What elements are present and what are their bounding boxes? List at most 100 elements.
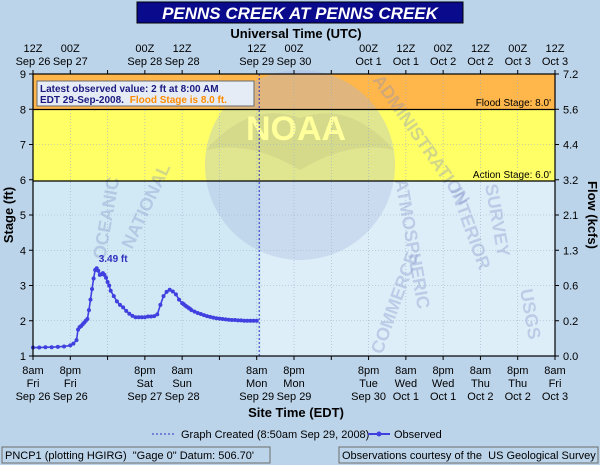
- observed-point: [136, 315, 141, 320]
- observed-point: [55, 344, 60, 349]
- observed-point: [133, 315, 138, 320]
- bottom-tick-label: Sep 26: [16, 391, 51, 403]
- top-tick-label: 00Z: [508, 43, 527, 55]
- bottom-tick-label: 8am: [22, 365, 43, 377]
- top-tick-label: Sep 26: [16, 56, 51, 68]
- observed-point: [239, 318, 244, 323]
- footer-right-text: Observations courtesy of the US Geologic…: [342, 450, 596, 462]
- observed-point: [173, 292, 178, 297]
- y2-tick-label: 0.0: [563, 351, 578, 363]
- info-line2-prefix: EDT 29-Sep-2008.: [40, 95, 124, 106]
- bottom-tick-label: Thu: [508, 378, 527, 390]
- bottom-tick-label: Oct 3: [542, 391, 568, 403]
- y-tick-label: 1: [20, 351, 26, 363]
- observed-point: [211, 315, 216, 320]
- y-tick-label: 4: [20, 245, 26, 257]
- y2-axis-title: Flow (kcfs): [585, 181, 600, 249]
- top-tick-label: 00Z: [285, 43, 304, 55]
- footer-left-text: PNCP1 (plotting HGIRG) "Gage 0" Datum: 5…: [5, 450, 254, 462]
- observed-point: [152, 314, 157, 319]
- bottom-tick-label: Fri: [27, 378, 40, 390]
- y-tick-label: 5: [20, 210, 26, 222]
- legend-observed-marker: [376, 431, 382, 437]
- bottom-tick-label: Mon: [283, 378, 304, 390]
- y-tick-label: 3: [20, 281, 26, 293]
- bottom-tick-label: 8pm: [358, 365, 379, 377]
- top-tick-label: Sep 29: [239, 56, 274, 68]
- bottom-axis-title: Site Time (EDT): [248, 405, 344, 420]
- observed-point: [130, 313, 135, 318]
- bottom-tick-label: 8pm: [507, 365, 528, 377]
- observed-point: [124, 308, 129, 313]
- observed-point: [142, 315, 147, 320]
- bottom-tick-label: 8am: [544, 365, 565, 377]
- y2-tick-label: 7.2: [563, 69, 578, 81]
- bottom-tick-label: Wed: [432, 378, 454, 390]
- gridlines: [33, 74, 555, 356]
- y2-tick-label: 2.1: [563, 210, 578, 222]
- flood-stage-label: Flood Stage: 8.0': [476, 98, 551, 109]
- observed-point: [192, 309, 197, 314]
- bottom-tick-label: 8am: [171, 365, 192, 377]
- observed-point: [86, 308, 91, 313]
- observed-point: [71, 341, 76, 346]
- top-tick-label: Oct 3: [505, 56, 531, 68]
- top-tick-label: Sep 28: [165, 56, 200, 68]
- bottom-tick-label: Oct 2: [467, 391, 493, 403]
- observed-point: [139, 315, 144, 320]
- info-line2: EDT 29-Sep-2008. Flood Stage is 8.0 ft.: [40, 95, 227, 106]
- observed-point: [189, 308, 194, 313]
- top-tick-label: Oct 1: [393, 56, 419, 68]
- flood-band: [33, 109, 555, 181]
- top-tick-label: 00Z: [135, 43, 154, 55]
- y-tick-label: 7: [20, 140, 26, 152]
- observed-point: [121, 305, 126, 310]
- observed-point: [107, 283, 112, 288]
- bottom-tick-label: Oct 1: [430, 391, 456, 403]
- top-tick-label: 12Z: [247, 43, 266, 55]
- observed-point: [208, 314, 213, 319]
- observed-point: [105, 279, 110, 284]
- bottom-tick-label: 8pm: [432, 365, 453, 377]
- legend-observed-label: Observed: [394, 429, 442, 441]
- legend: Graph Created (8:50am Sep 29, 2008) Obse…: [152, 429, 442, 441]
- bottom-tick-label: 8pm: [60, 365, 81, 377]
- observed-point: [158, 302, 163, 307]
- y-tick-label: 9: [20, 69, 26, 81]
- watermark-noaa: NOAA: [246, 110, 346, 148]
- y-axis-title: Stage (ft): [1, 187, 16, 243]
- bottom-tick-label: Mon: [246, 378, 267, 390]
- observed-point: [108, 288, 113, 293]
- bottom-tick-label: 8pm: [134, 365, 155, 377]
- observed-point: [251, 318, 256, 323]
- top-tick-label: Oct 1: [355, 56, 381, 68]
- y2-tick-label: 1.3: [563, 245, 578, 257]
- observed-point: [91, 276, 96, 281]
- bottom-tick-label: Sep 29: [277, 391, 312, 403]
- observed-point: [62, 344, 67, 349]
- title-bar: [136, 1, 464, 24]
- bottom-tick-label: Wed: [395, 378, 417, 390]
- chart-title: PENNS CREEK AT PENNS CREEK: [162, 4, 440, 23]
- top-axis-title: Universal Time (UTC): [230, 26, 361, 41]
- observed-point: [104, 275, 109, 280]
- top-tick-label: Oct 2: [467, 56, 493, 68]
- legend-created-label: Graph Created (8:50am Sep 29, 2008): [181, 429, 369, 441]
- y-tick-label: 6: [20, 175, 26, 187]
- bottom-tick-label: 8pm: [283, 365, 304, 377]
- observed-point: [167, 287, 172, 292]
- observed-point: [242, 318, 247, 323]
- observed-point: [226, 317, 231, 322]
- observed-point: [198, 312, 203, 317]
- info-line2-flood: Flood Stage is 8.0 ft.: [130, 95, 227, 106]
- noaa-emblem-circle: [205, 70, 395, 260]
- observed-point: [223, 317, 228, 322]
- observed-point: [177, 297, 182, 302]
- observed-series: [31, 266, 259, 350]
- top-tick-label: 12Z: [24, 43, 43, 55]
- bottom-tick-label: Sep 30: [351, 391, 386, 403]
- observed-point: [111, 294, 116, 299]
- top-tick-label: Oct 3: [542, 56, 568, 68]
- observed-point: [164, 289, 169, 294]
